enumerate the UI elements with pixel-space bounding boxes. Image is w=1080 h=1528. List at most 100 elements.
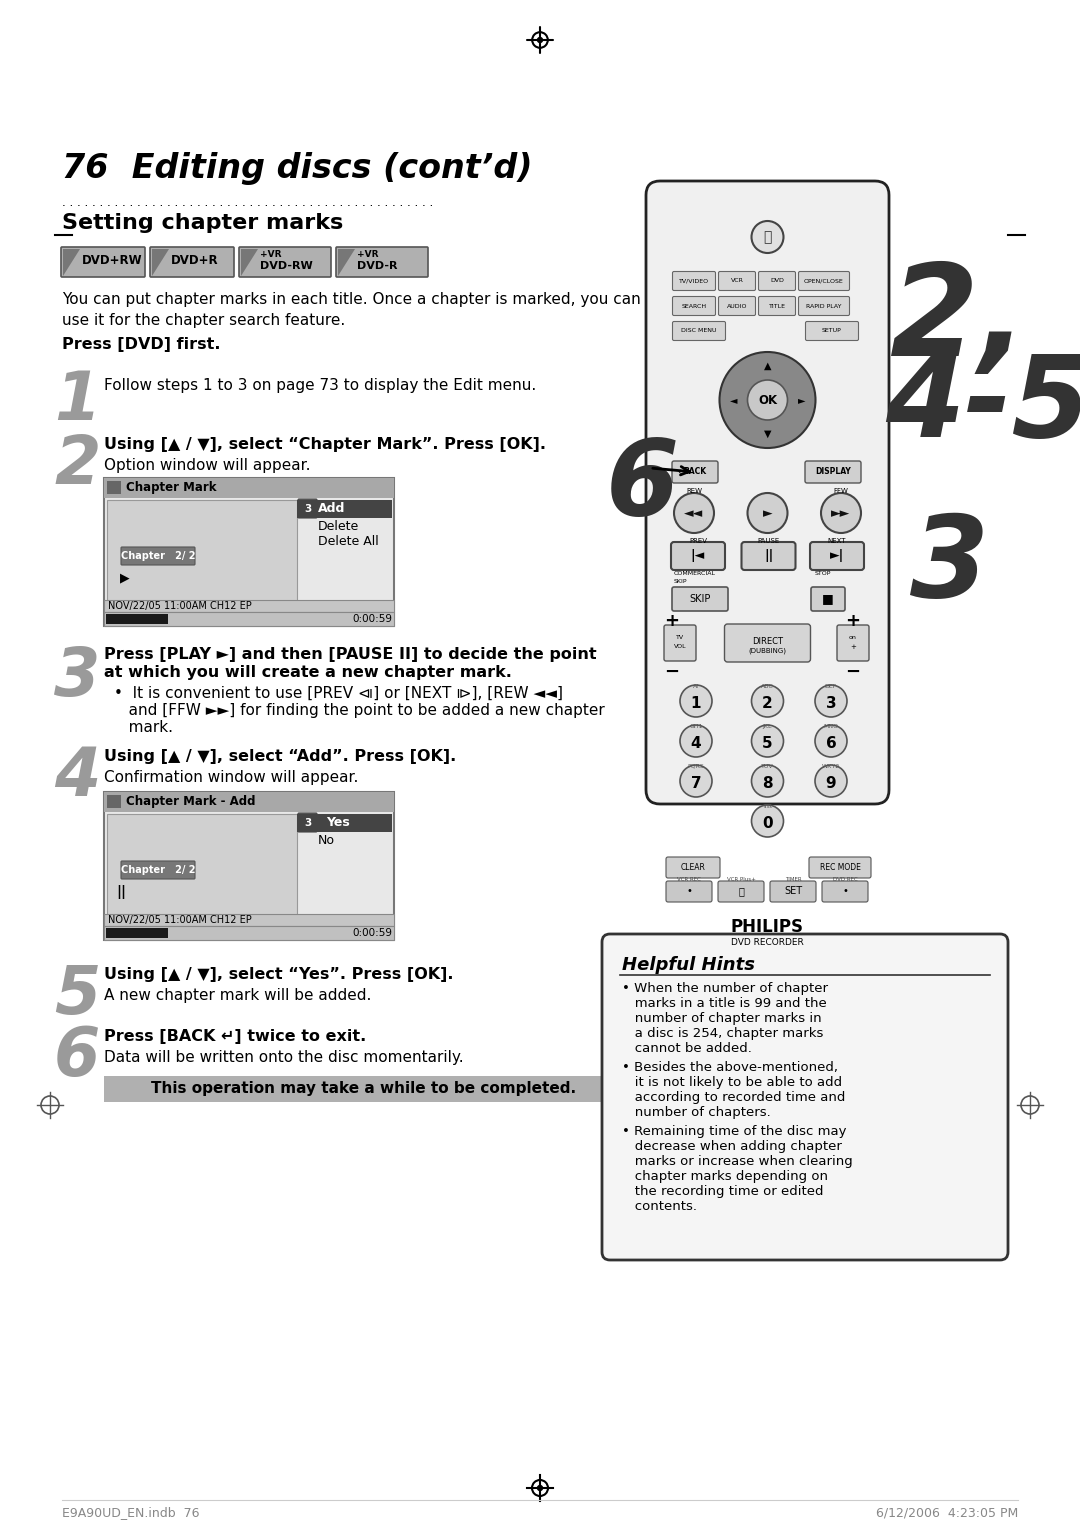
FancyBboxPatch shape bbox=[758, 272, 796, 290]
Text: ⏮: ⏮ bbox=[738, 886, 744, 897]
Text: 0:00:59: 0:00:59 bbox=[352, 927, 392, 938]
Text: 3: 3 bbox=[54, 643, 100, 711]
Text: ►|: ►| bbox=[829, 550, 845, 562]
FancyBboxPatch shape bbox=[298, 813, 318, 833]
Text: REC MODE: REC MODE bbox=[820, 863, 861, 872]
FancyBboxPatch shape bbox=[810, 542, 864, 570]
Text: 3: 3 bbox=[826, 695, 836, 711]
Text: the recording time or edited: the recording time or edited bbox=[622, 1186, 824, 1198]
Bar bbox=[297, 814, 392, 833]
Text: OPEN/CLOSE: OPEN/CLOSE bbox=[805, 278, 843, 284]
Text: ►: ► bbox=[762, 507, 772, 521]
Circle shape bbox=[815, 685, 847, 717]
Text: REW: REW bbox=[686, 487, 702, 494]
Text: •  It is convenient to use [PREV ⧏] or [NEXT ⧐], [REW ◄◄]: • It is convenient to use [PREV ⧏] or [N… bbox=[114, 686, 563, 701]
Text: Delete: Delete bbox=[318, 520, 360, 533]
FancyBboxPatch shape bbox=[718, 272, 756, 290]
FancyBboxPatch shape bbox=[672, 461, 718, 483]
Text: BACK: BACK bbox=[684, 468, 706, 477]
Text: NOV/22/05 11:00AM CH12 EP: NOV/22/05 11:00AM CH12 EP bbox=[108, 915, 252, 924]
Text: STOP: STOP bbox=[815, 571, 832, 576]
Text: TITLE: TITLE bbox=[769, 304, 785, 309]
Text: VCR: VCR bbox=[730, 278, 743, 284]
FancyBboxPatch shape bbox=[718, 296, 756, 315]
Text: 9: 9 bbox=[826, 776, 836, 790]
Text: Follow steps 1 to 3 on page 73 to display the Edit menu.: Follow steps 1 to 3 on page 73 to displa… bbox=[104, 377, 537, 393]
Text: PQRS: PQRS bbox=[688, 764, 704, 769]
Text: MNO: MNO bbox=[823, 724, 838, 729]
Text: ABC: ABC bbox=[761, 685, 774, 689]
Text: Press [PLAY ►] and then [PAUSE II] to decide the point: Press [PLAY ►] and then [PAUSE II] to de… bbox=[104, 646, 596, 662]
Bar bbox=[104, 914, 394, 926]
Bar bbox=[104, 926, 394, 940]
Circle shape bbox=[747, 380, 787, 420]
Text: SET: SET bbox=[784, 886, 802, 897]
Text: Yes: Yes bbox=[326, 816, 350, 830]
Text: ◄: ◄ bbox=[730, 396, 738, 405]
Text: Helpful Hints: Helpful Hints bbox=[622, 957, 755, 973]
FancyBboxPatch shape bbox=[666, 857, 720, 879]
Bar bbox=[107, 795, 121, 808]
Text: NOV/22/05 11:00AM CH12 EP: NOV/22/05 11:00AM CH12 EP bbox=[108, 601, 252, 611]
Text: a disc is 254, chapter marks: a disc is 254, chapter marks bbox=[622, 1027, 823, 1041]
Text: Chapter   2/ 2: Chapter 2/ 2 bbox=[121, 552, 195, 561]
Text: +: + bbox=[664, 613, 679, 630]
Text: DVD+RW: DVD+RW bbox=[82, 254, 143, 266]
Bar bbox=[104, 613, 394, 626]
Text: ⏻: ⏻ bbox=[764, 231, 772, 244]
Text: Press [BACK ↵] twice to exit.: Press [BACK ↵] twice to exit. bbox=[104, 1028, 366, 1044]
FancyBboxPatch shape bbox=[672, 587, 728, 611]
FancyBboxPatch shape bbox=[725, 623, 810, 662]
Text: DVD: DVD bbox=[770, 278, 784, 284]
FancyBboxPatch shape bbox=[673, 272, 715, 290]
Text: 1: 1 bbox=[54, 368, 100, 434]
Text: 76  Editing discs (cont’d): 76 Editing discs (cont’d) bbox=[62, 151, 532, 185]
Text: ◄◄: ◄◄ bbox=[685, 507, 704, 521]
Text: DVD RECORDER: DVD RECORDER bbox=[731, 938, 804, 947]
Polygon shape bbox=[338, 249, 355, 277]
Text: No: No bbox=[318, 834, 335, 847]
Circle shape bbox=[752, 805, 783, 837]
Text: AI: AI bbox=[693, 685, 699, 689]
FancyBboxPatch shape bbox=[104, 792, 394, 940]
Text: TUV: TUV bbox=[761, 764, 773, 769]
Text: Setting chapter marks: Setting chapter marks bbox=[62, 212, 343, 232]
Text: chapter marks depending on: chapter marks depending on bbox=[622, 1170, 828, 1183]
Text: • When the number of chapter: • When the number of chapter bbox=[622, 983, 828, 995]
Text: 6: 6 bbox=[54, 1024, 100, 1089]
Text: GH1: GH1 bbox=[689, 724, 703, 729]
Text: 0: 0 bbox=[762, 816, 773, 831]
Text: ||: || bbox=[764, 550, 773, 562]
Bar bbox=[104, 601, 394, 613]
Bar bbox=[107, 500, 297, 604]
Text: E9A90UD_EN.indb  76: E9A90UD_EN.indb 76 bbox=[62, 1507, 200, 1519]
Text: ■: ■ bbox=[822, 593, 834, 605]
FancyBboxPatch shape bbox=[646, 180, 889, 804]
Text: Chapter Mark - Add: Chapter Mark - Add bbox=[126, 796, 256, 808]
Text: +: + bbox=[850, 643, 856, 649]
Text: (DUBBING): (DUBBING) bbox=[748, 648, 786, 654]
FancyBboxPatch shape bbox=[666, 882, 712, 902]
Bar bbox=[104, 1076, 624, 1102]
Text: DVD-RW: DVD-RW bbox=[260, 261, 313, 270]
FancyBboxPatch shape bbox=[718, 882, 764, 902]
Text: DVD REC: DVD REC bbox=[833, 877, 858, 882]
Text: Confirmation window will appear.: Confirmation window will appear. bbox=[104, 770, 359, 785]
FancyBboxPatch shape bbox=[298, 500, 318, 518]
FancyBboxPatch shape bbox=[121, 547, 195, 565]
Text: 5: 5 bbox=[762, 735, 773, 750]
Text: 3: 3 bbox=[305, 817, 312, 828]
Text: JKL: JKL bbox=[762, 724, 772, 729]
Text: • Besides the above-mentioned,: • Besides the above-mentioned, bbox=[622, 1060, 838, 1074]
Text: VCR REC: VCR REC bbox=[677, 877, 701, 882]
Text: ▶: ▶ bbox=[120, 571, 130, 585]
Text: 3: 3 bbox=[305, 504, 312, 513]
FancyBboxPatch shape bbox=[770, 882, 816, 902]
FancyBboxPatch shape bbox=[336, 248, 428, 277]
Text: DISPLAY: DISPLAY bbox=[815, 468, 851, 477]
Text: marks or increase when clearing: marks or increase when clearing bbox=[622, 1155, 853, 1167]
Circle shape bbox=[680, 766, 712, 798]
Circle shape bbox=[821, 494, 861, 533]
Bar bbox=[107, 481, 121, 494]
Text: marks in a title is 99 and the: marks in a title is 99 and the bbox=[622, 996, 827, 1010]
